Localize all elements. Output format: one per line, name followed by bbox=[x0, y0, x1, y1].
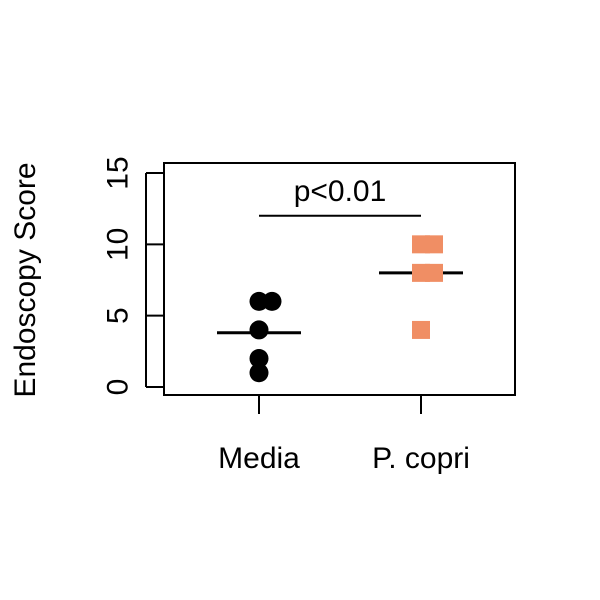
plot-frame bbox=[163, 162, 516, 396]
y-tick-label: 5 bbox=[102, 307, 135, 324]
data-point bbox=[412, 320, 430, 339]
data-point bbox=[425, 263, 443, 282]
data-point bbox=[425, 235, 443, 254]
data-point bbox=[249, 363, 269, 383]
x-tick-label: P. copri bbox=[372, 442, 470, 475]
data-point bbox=[249, 348, 269, 368]
data-point bbox=[249, 291, 269, 311]
y-axis: 0 5 10 15 Endoscopy Score bbox=[9, 156, 164, 398]
y-tick-label: 0 bbox=[102, 379, 135, 396]
y-tick-label: 10 bbox=[102, 228, 135, 261]
significance-annotation: p<0.01 bbox=[259, 175, 421, 217]
data-point bbox=[262, 291, 282, 311]
x-axis: Media P. copri bbox=[218, 395, 470, 475]
plot-area bbox=[217, 235, 463, 383]
data-point bbox=[249, 320, 269, 340]
y-tick-label: 15 bbox=[102, 156, 135, 189]
x-tick-label: Media bbox=[218, 442, 300, 475]
significance-label: p<0.01 bbox=[294, 175, 387, 208]
y-axis-label: Endoscopy Score bbox=[9, 162, 42, 397]
